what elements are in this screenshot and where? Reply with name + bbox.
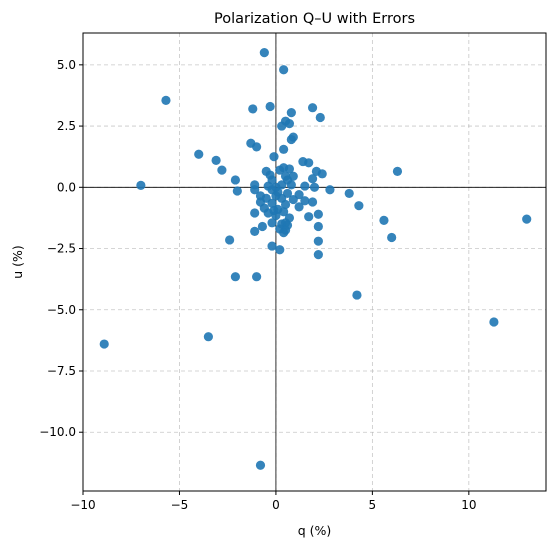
data-point	[522, 214, 532, 224]
data-point	[255, 460, 266, 470]
x-tick-label: 5	[369, 498, 377, 512]
data-point	[269, 152, 279, 162]
data-point	[230, 175, 241, 185]
data-point	[288, 194, 298, 205]
y-tick-label: 5.0	[57, 58, 76, 72]
data-point	[279, 207, 289, 217]
data-point	[307, 103, 318, 113]
data-point	[379, 215, 389, 225]
data-point	[252, 142, 262, 152]
y-tick-label: −10.0	[39, 425, 76, 439]
data-point	[286, 134, 296, 145]
data-point	[277, 180, 287, 190]
grid	[82, 33, 546, 491]
data-point	[250, 208, 260, 218]
data-point	[300, 196, 310, 206]
data-point	[304, 212, 314, 222]
y-tick-label: −5.0	[47, 303, 76, 317]
data-point	[294, 202, 304, 212]
data-point	[250, 226, 260, 236]
data-point	[250, 185, 260, 195]
data-point	[313, 221, 323, 232]
zero-lines	[83, 33, 546, 491]
data-point	[284, 164, 295, 174]
x-tick-label: 10	[461, 498, 476, 512]
data-point	[313, 250, 323, 260]
data-point	[307, 197, 318, 207]
data-point	[267, 198, 277, 208]
x-tick-label: 0	[272, 498, 280, 512]
data-point	[267, 218, 277, 228]
data-points	[99, 47, 532, 470]
plot-frame	[82, 32, 547, 492]
data-point	[211, 155, 221, 165]
data-point	[344, 188, 354, 199]
data-point	[313, 236, 323, 246]
data-point	[271, 210, 281, 221]
y-axis-label: u (%)	[10, 245, 25, 279]
data-point	[194, 149, 204, 159]
data-point	[267, 241, 277, 251]
x-axis-label: q (%)	[298, 523, 332, 538]
data-point	[252, 272, 262, 282]
y-tick-label: 0.0	[57, 180, 76, 194]
data-point	[265, 101, 275, 112]
data-point	[161, 95, 171, 105]
data-point	[225, 235, 235, 245]
data-point	[263, 208, 273, 218]
data-point	[136, 180, 146, 190]
data-point	[354, 201, 364, 211]
data-point	[300, 181, 310, 191]
data-point	[275, 245, 285, 255]
data-point	[307, 174, 318, 184]
data-point	[286, 107, 296, 118]
data-point	[217, 165, 227, 175]
y-axis-ticks: 5.0 2.5 0.0 −2.5 −5.0 −7.5 −10.0	[39, 58, 83, 439]
data-point	[232, 186, 242, 196]
data-point	[325, 185, 335, 195]
data-point	[277, 121, 287, 131]
y-tick-label: 2.5	[57, 119, 76, 133]
y-tick-label: −2.5	[47, 242, 76, 256]
data-point	[489, 317, 499, 327]
chart-title: Polarization Q–U with Errors	[214, 11, 415, 27]
data-point	[392, 166, 403, 176]
data-point	[313, 209, 323, 219]
x-tick-label: −5	[171, 498, 189, 512]
data-point	[259, 47, 269, 58]
data-point	[315, 112, 325, 123]
data-point	[304, 158, 314, 168]
data-point	[309, 182, 320, 192]
data-point	[352, 290, 362, 300]
data-point	[257, 221, 268, 232]
x-tick-label: −10	[70, 498, 95, 512]
data-point	[248, 104, 258, 114]
data-point	[230, 272, 241, 282]
data-point	[387, 232, 397, 243]
data-point	[279, 228, 289, 238]
data-point	[286, 180, 296, 190]
data-point	[284, 119, 295, 129]
data-point	[203, 332, 213, 342]
data-point	[279, 65, 289, 75]
y-tick-label: −7.5	[47, 364, 76, 378]
data-point	[280, 199, 291, 210]
data-point	[279, 144, 289, 154]
x-axis-ticks: −10 −5 0 5 10	[70, 491, 476, 512]
data-point	[99, 339, 109, 349]
data-point	[317, 169, 327, 179]
